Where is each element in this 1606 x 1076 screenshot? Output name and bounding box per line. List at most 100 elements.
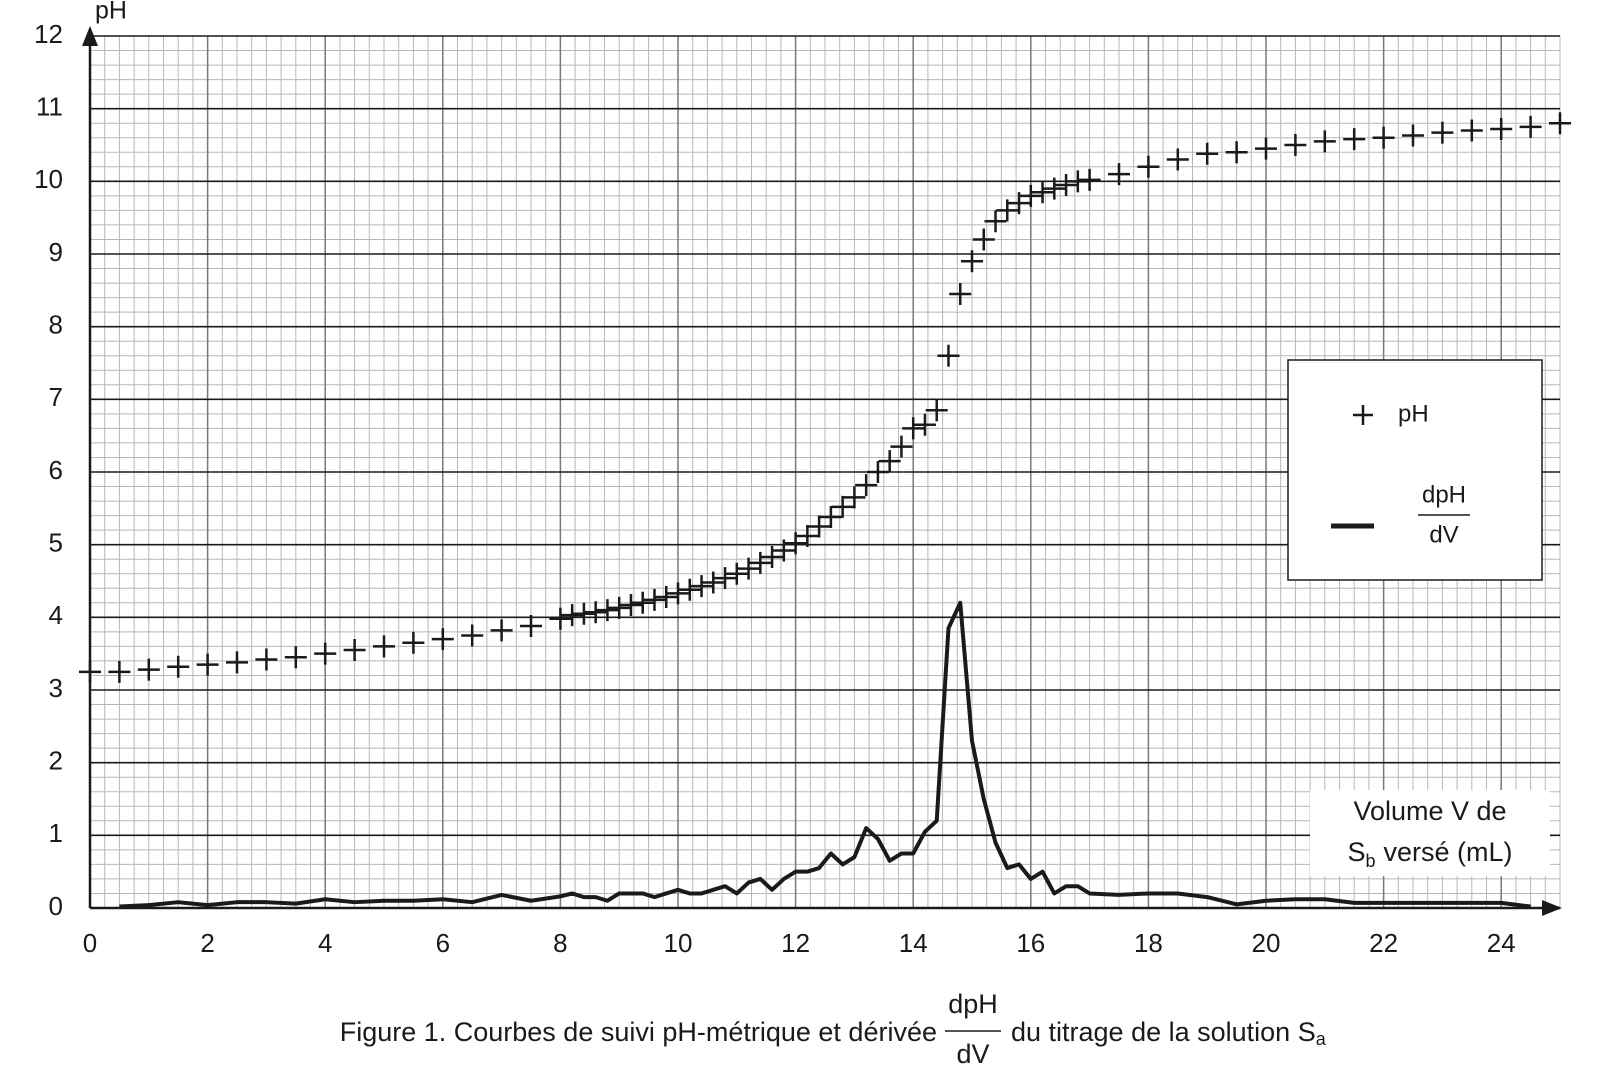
point <box>314 642 337 665</box>
x-tick-label: 18 <box>1134 928 1163 958</box>
point <box>561 604 584 627</box>
x-tick-label: 12 <box>781 928 810 958</box>
point <box>1460 119 1483 142</box>
point <box>1008 192 1031 215</box>
point <box>643 588 666 611</box>
point <box>655 585 678 608</box>
y-axis-arrow <box>82 26 98 46</box>
point <box>714 567 737 590</box>
y-tick-label: 10 <box>34 164 63 194</box>
point <box>667 582 689 605</box>
point <box>343 639 366 662</box>
point <box>984 210 1007 233</box>
y-tick-label: 2 <box>49 746 63 776</box>
point <box>572 602 595 625</box>
point <box>461 624 484 647</box>
point <box>761 546 784 569</box>
caption-after: du titrage de la solution S <box>1011 1017 1316 1047</box>
point <box>520 615 542 638</box>
plot-data <box>79 112 1571 909</box>
point <box>784 532 807 555</box>
x-axis-arrow <box>1542 900 1562 916</box>
caption-text: Figure 1. Courbes de suivi pH-métrique e… <box>340 1017 937 1047</box>
point <box>431 628 454 651</box>
line <box>119 600 1531 909</box>
legend-label-numerator: dpH <box>1422 481 1466 508</box>
point <box>167 655 190 678</box>
caption-subscript: a <box>1316 1029 1327 1049</box>
caption-text: du titrage de la solution Sa <box>1011 1017 1327 1049</box>
point <box>749 551 772 574</box>
point <box>1490 118 1513 141</box>
caption-denominator: dV <box>956 1039 989 1069</box>
point <box>725 562 748 585</box>
point <box>255 648 278 671</box>
point <box>1031 181 1054 204</box>
y-tick-label: 7 <box>49 382 63 412</box>
point <box>1313 130 1336 153</box>
point <box>608 596 631 619</box>
y-tick-label: 5 <box>49 528 63 558</box>
y-tick-label: 9 <box>49 237 63 267</box>
point <box>1255 137 1277 160</box>
point <box>108 660 131 683</box>
point <box>890 435 913 458</box>
y-tick-label: 12 <box>34 19 63 49</box>
point <box>1019 184 1042 207</box>
point <box>137 658 160 681</box>
point <box>961 250 983 273</box>
x-annotation-sub: b <box>1365 851 1375 871</box>
point <box>226 651 248 674</box>
point <box>808 515 831 538</box>
x-tick-label: 16 <box>1016 928 1045 958</box>
point <box>373 635 395 658</box>
point <box>1431 121 1454 144</box>
point <box>1078 168 1101 191</box>
point <box>1055 173 1078 196</box>
x-annotation-line: Volume V de <box>1353 796 1506 826</box>
point <box>596 599 619 622</box>
x-tick-label: 14 <box>899 928 928 958</box>
point <box>619 593 642 616</box>
point <box>855 474 878 497</box>
x-tick-label: 20 <box>1252 928 1281 958</box>
point <box>702 571 725 594</box>
y-tick-label: 6 <box>49 455 63 485</box>
y-tick-label: 0 <box>49 891 63 921</box>
annotation-box <box>1310 790 1550 876</box>
x-tick-label: 10 <box>664 928 693 958</box>
point <box>402 631 425 654</box>
point <box>1343 128 1366 151</box>
point <box>631 591 654 614</box>
x-annotation-rest: versé (mL) <box>1384 837 1513 867</box>
point <box>819 506 842 529</box>
point <box>584 601 607 624</box>
y-tick-label: 1 <box>49 818 63 848</box>
point <box>831 495 854 518</box>
point <box>1196 142 1219 165</box>
point <box>79 660 101 683</box>
point <box>1043 177 1066 200</box>
y-tick-label: 8 <box>49 310 63 340</box>
point <box>772 539 795 562</box>
point <box>937 344 960 367</box>
point <box>1225 141 1248 164</box>
legend-symbol <box>1353 405 1373 425</box>
point <box>996 199 1019 222</box>
x-tick-label: 2 <box>200 928 214 958</box>
point <box>1402 124 1424 147</box>
point <box>925 399 948 422</box>
x-tick-label: 4 <box>318 928 332 958</box>
point <box>796 524 819 547</box>
point <box>902 417 925 440</box>
x-tick-label: 24 <box>1487 928 1516 958</box>
caption-numerator: dpH <box>948 989 998 1019</box>
point <box>972 228 995 251</box>
point <box>1372 126 1395 149</box>
point <box>490 619 513 642</box>
point <box>1519 115 1542 138</box>
x-annotation-line: Sb versé (mL) <box>1347 837 1512 871</box>
point <box>913 413 936 436</box>
